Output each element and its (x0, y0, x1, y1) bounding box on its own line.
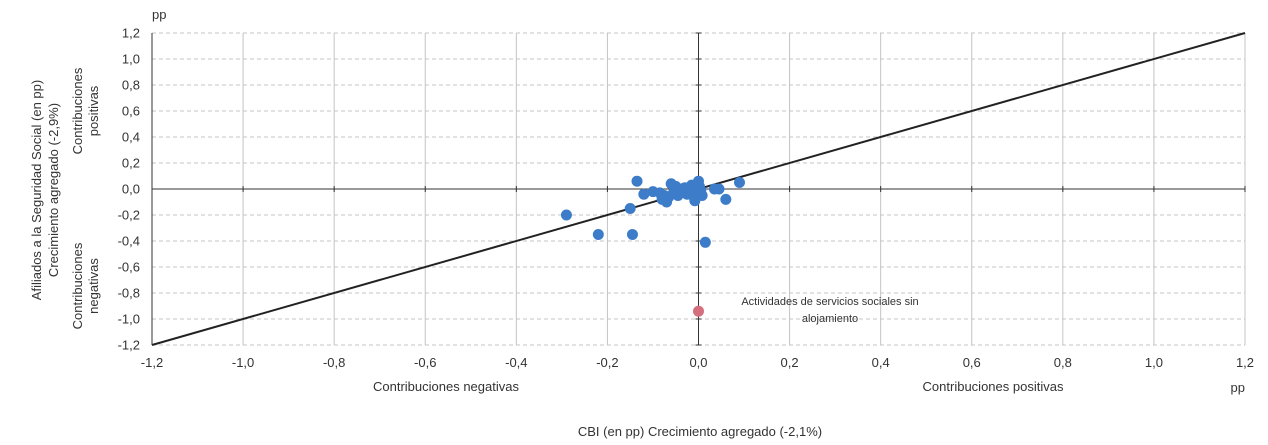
x-positive-contrib-label: Contribuciones positivas (923, 379, 1064, 394)
y-tick-label: -0,6 (118, 260, 140, 275)
x-tick-labels: -1,2 -1,0 -0,8 -0,6 -0,4 -0,2 0,0 0,2 0,4 0,6 0,8 1… (141, 355, 1254, 370)
x-axis-title: CBI (en pp) Crecimiento agregado (-2,1%) (578, 424, 822, 439)
data-point (638, 188, 650, 200)
y-tick-label: 0,8 (122, 78, 140, 93)
x-tick-label: 0,8 (1054, 355, 1072, 370)
y-tick-label: -1,0 (118, 312, 140, 327)
x-tick-label: 0,6 (963, 355, 981, 370)
y-tick-label: 0,2 (122, 156, 140, 171)
highlight-label-line1: Actividades de servicios sociales sin (741, 296, 918, 308)
svg-text:Crecimiento agregado (-2,9%): Crecimiento agregado (-2,9%) (46, 103, 61, 277)
y-tick-label: -1,2 (118, 338, 140, 353)
y-tick-label: 0,4 (122, 130, 140, 145)
data-point (713, 183, 725, 195)
data-point (626, 229, 638, 240)
data-point (720, 193, 732, 205)
x-tick-label: 0,0 (689, 355, 707, 370)
y-tick-label: 1,2 (122, 26, 140, 41)
y-tick-label: 0,0 (122, 182, 140, 197)
x-tick-label: -1,0 (232, 355, 254, 370)
data-point (696, 190, 708, 201)
data-point (699, 236, 711, 248)
highlight-point (693, 305, 704, 317)
svg-text:negativas: negativas (86, 258, 101, 314)
x-tick-label: 0,4 (872, 355, 890, 370)
x-negative-contrib-label: Contribuciones negativas (373, 379, 519, 394)
y-tick-label: 1,0 (122, 52, 140, 67)
y-tick-label: 0,6 (122, 104, 140, 119)
data-point (733, 177, 745, 188)
x-tick-label: 1,2 (1236, 355, 1254, 370)
x-tick-label: 0,2 (781, 355, 799, 370)
svg-text:Contribuciones: Contribuciones (70, 67, 85, 154)
y-axis-title: Afiliados a la Seguridad Social (en pp) … (29, 80, 61, 300)
data-point (624, 203, 636, 214)
x-unit-label: pp (1231, 380, 1245, 395)
y-tick-labels: 1,2 1,0 0,8 0,6 0,4 0,2 0,0 -0,2 -0,4 -0,6 -0,8 -1,… (118, 26, 140, 353)
x-tick-label: -0,2 (596, 355, 618, 370)
x-tick-label: -0,8 (323, 355, 345, 370)
svg-text:Contribuciones: Contribuciones (70, 242, 85, 329)
highlight-label-line2: alojamiento (802, 313, 858, 325)
x-tick-label: -0,6 (414, 355, 436, 370)
y-positive-contrib-label: Contribuciones positivas (70, 67, 101, 154)
y-negative-contrib-label: Contribuciones negativas (70, 242, 101, 329)
y-tick-label: -0,2 (118, 208, 140, 223)
svg-text:positivas: positivas (86, 85, 101, 136)
x-tick-label: -1,2 (141, 355, 163, 370)
data-points (560, 175, 745, 317)
y-tick-label: -0,4 (118, 234, 140, 249)
data-point (560, 209, 572, 221)
svg-text:Afiliados a la Seguridad Socia: Afiliados a la Seguridad Social (en pp) (29, 80, 44, 300)
data-point (592, 229, 604, 240)
x-tick-label: -0,4 (505, 355, 527, 370)
y-tick-label: -0,8 (118, 286, 140, 301)
x-tick-label: 1,0 (1145, 355, 1163, 370)
y-unit-label: pp (152, 7, 166, 22)
data-point (631, 175, 643, 187)
